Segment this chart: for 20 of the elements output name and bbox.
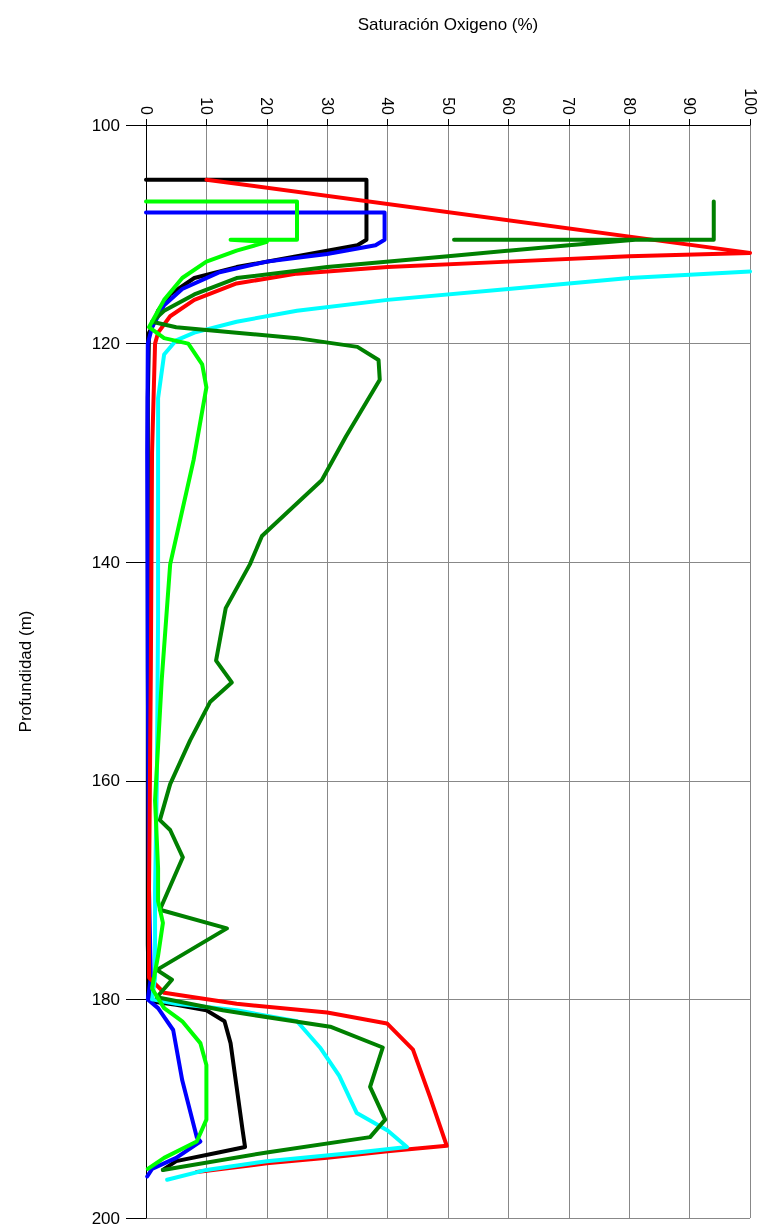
- x-tick-label: 80: [620, 97, 638, 116]
- x-tick-label: 50: [439, 97, 457, 116]
- y-tick-label: 100: [91, 115, 120, 135]
- y-tick-label: 200: [91, 1208, 120, 1228]
- x-tick-label: 70: [560, 97, 578, 116]
- x-tick-label: 0: [137, 106, 155, 116]
- x-tick-label: 60: [499, 97, 517, 116]
- line-series: [144, 199, 299, 1171]
- x-tick-label: 10: [197, 97, 215, 116]
- x-tick-label: 100: [741, 88, 759, 116]
- y-tick-label: 180: [91, 989, 120, 1009]
- x-tick-label: 20: [258, 97, 276, 116]
- x-tick-label: 40: [379, 97, 397, 116]
- x-tick-label: 30: [318, 97, 336, 116]
- y-tick-label: 160: [91, 771, 120, 791]
- x-axis-title: Saturación Oxigeno (%): [357, 15, 539, 34]
- y-axis-title: Profundidad (m): [16, 610, 35, 733]
- y-tick-label: 140: [91, 552, 120, 572]
- y-tick-label: 120: [91, 334, 120, 354]
- x-tick-label: 90: [681, 97, 699, 116]
